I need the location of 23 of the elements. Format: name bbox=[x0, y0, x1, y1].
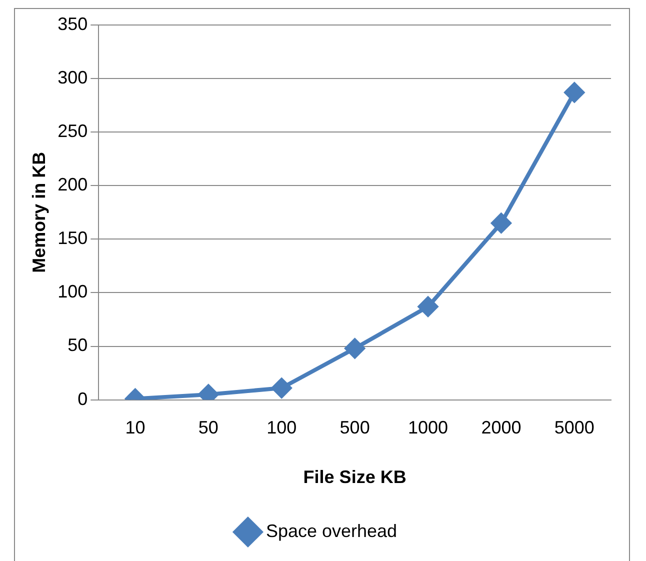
point bbox=[344, 338, 365, 358]
y-tick-label: 150 bbox=[58, 228, 88, 248]
point bbox=[491, 213, 512, 234]
legend-label: Space overhead bbox=[266, 520, 398, 541]
x-tick-label: 1000 bbox=[408, 418, 448, 438]
point bbox=[272, 378, 292, 398]
x-axis-title: File Size KB bbox=[303, 467, 406, 488]
x-tick-label: 2000 bbox=[481, 418, 522, 438]
point bbox=[564, 82, 584, 102]
y-tick-label: 350 bbox=[58, 14, 88, 34]
x-tick-label: 10 bbox=[125, 418, 146, 438]
x-tick-label: 500 bbox=[340, 418, 370, 438]
point bbox=[418, 296, 438, 317]
y-axis-title: Memory in KB bbox=[28, 152, 49, 273]
y-tick-label: 100 bbox=[58, 282, 88, 302]
y-tick-label: 250 bbox=[58, 121, 88, 142]
y-tick-label: 50 bbox=[68, 335, 88, 356]
x-tick-label: 5000 bbox=[554, 418, 594, 438]
x-tick-label: 100 bbox=[266, 418, 297, 438]
y-tick-label: 0 bbox=[78, 388, 88, 409]
x-tick-label: 50 bbox=[198, 418, 218, 438]
y-tick-label: 200 bbox=[58, 174, 88, 195]
y-tick-label: 300 bbox=[58, 68, 88, 88]
